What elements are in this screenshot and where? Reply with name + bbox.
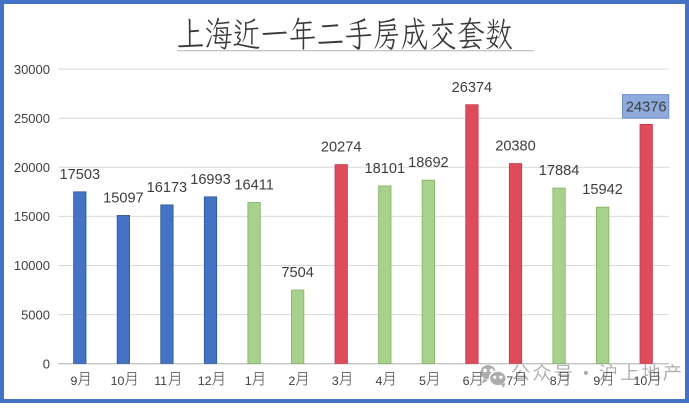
svg-text:18101: 18101: [365, 161, 406, 177]
svg-text:4: 4: [376, 374, 383, 388]
svg-text:7: 7: [506, 374, 513, 388]
svg-text:9: 9: [71, 374, 78, 388]
svg-text:20380: 20380: [495, 139, 536, 155]
svg-text:16993: 16993: [190, 172, 231, 188]
svg-text:10: 10: [111, 374, 125, 388]
svg-text:16411: 16411: [234, 178, 274, 194]
svg-text:10000: 10000: [14, 258, 50, 273]
svg-text:20000: 20000: [14, 160, 50, 175]
svg-text:10: 10: [633, 374, 647, 388]
svg-text:18692: 18692: [408, 155, 449, 171]
svg-text:8: 8: [550, 374, 557, 388]
svg-text:17503: 17503: [60, 167, 101, 183]
svg-text:9: 9: [593, 374, 600, 388]
svg-text:30000: 30000: [14, 62, 50, 77]
svg-text:12: 12: [198, 374, 212, 388]
svg-text:1: 1: [245, 374, 252, 388]
svg-text:7504: 7504: [281, 265, 313, 281]
svg-text:11: 11: [154, 374, 167, 388]
svg-text:5000: 5000: [21, 307, 50, 322]
svg-text:5: 5: [419, 374, 426, 388]
svg-text:6: 6: [463, 374, 470, 388]
svg-text:25000: 25000: [14, 111, 50, 126]
svg-text:24376: 24376: [626, 99, 667, 115]
svg-text:2: 2: [288, 374, 295, 388]
svg-text:20274: 20274: [321, 140, 362, 156]
svg-text:0: 0: [43, 356, 50, 371]
svg-text:16173: 16173: [147, 180, 188, 196]
svg-text:15942: 15942: [582, 182, 623, 198]
svg-text:15097: 15097: [103, 191, 144, 207]
svg-text:17884: 17884: [539, 163, 580, 179]
svg-text:15000: 15000: [14, 209, 50, 224]
svg-text:3: 3: [332, 374, 339, 388]
svg-text:26374: 26374: [452, 80, 493, 96]
